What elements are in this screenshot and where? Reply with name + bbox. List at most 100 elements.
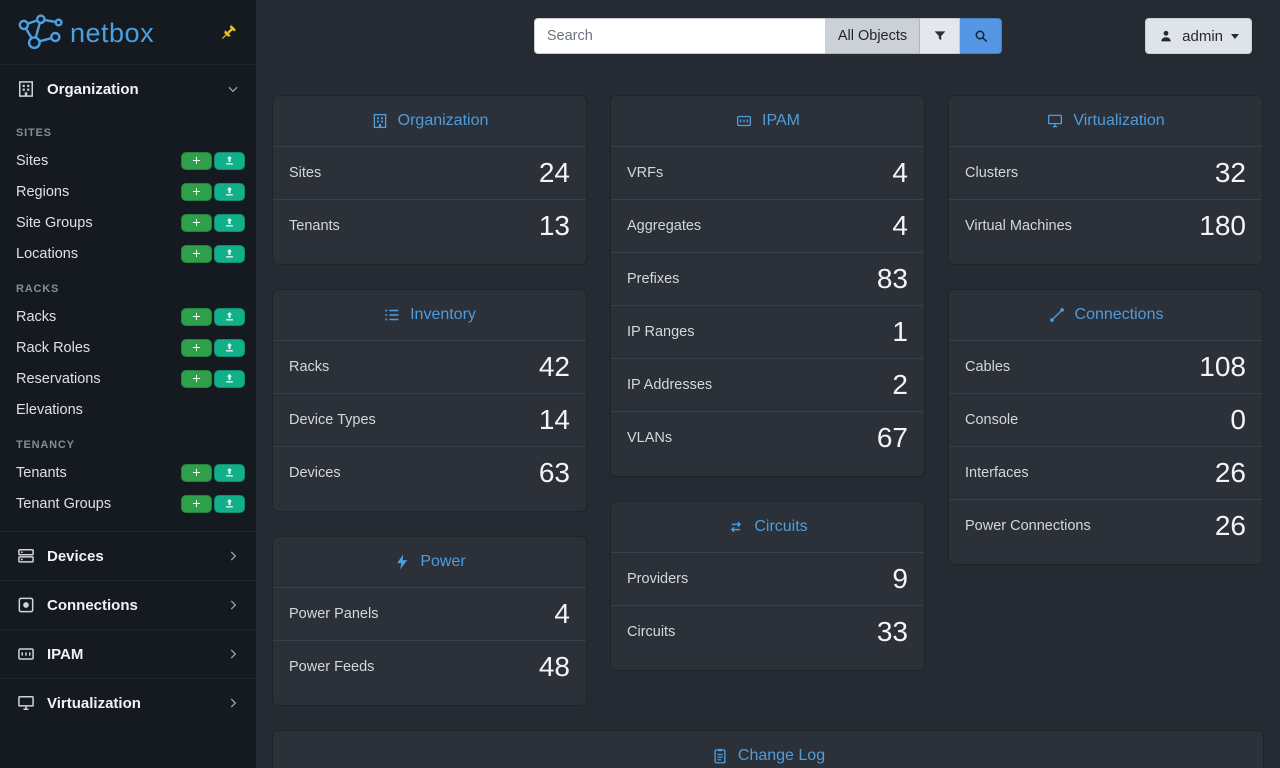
import-button[interactable] [214,182,245,201]
dashboard: Organization Sites 24 Tenants 13 Invento… [256,71,1280,706]
import-button[interactable] [214,338,245,357]
stat-label[interactable]: Virtual Machines [965,218,1072,234]
stat-label[interactable]: Racks [289,359,330,375]
stat-label[interactable]: Clusters [965,165,1019,181]
card-title[interactable]: IPAM [762,112,800,129]
pin-sidebar-button[interactable] [216,21,240,45]
chevron-right-icon [226,696,240,710]
user-menu-button[interactable]: admin [1145,18,1252,54]
stat-value: 9 [892,563,908,594]
stat-label[interactable]: VRFs [627,165,664,181]
stat-row: Providers 9 [611,552,924,605]
card-title[interactable]: Inventory [410,306,476,323]
sidebar-section-virtualization[interactable]: Virtualization [0,678,256,727]
connections-card: Connections Cables 108 Console 0 Interfa… [948,289,1263,565]
stat-label[interactable]: Providers [627,571,689,587]
import-button[interactable] [214,369,245,388]
add-button[interactable] [181,307,212,326]
plus-icon [191,155,202,166]
stat-row: Clusters 32 [949,146,1262,199]
sidebar-section-devices[interactable]: Devices [0,531,256,580]
sidebar-item-rack-roles[interactable]: Rack Roles [0,332,256,363]
card-title[interactable]: Power [420,553,466,570]
add-button[interactable] [181,494,212,513]
add-button[interactable] [181,151,212,170]
stat-label[interactable]: Sites [289,165,322,181]
stat-label[interactable]: Devices [289,465,341,481]
sidebar-item-reservations[interactable]: Reservations [0,363,256,394]
stat-label[interactable]: Power Connections [965,518,1091,534]
upload-icon [224,498,235,509]
stat-value: 42 [538,351,570,382]
sidebar-item-label: Rack Roles [16,339,91,356]
section-label: Devices [47,547,104,565]
devices-icon [16,546,36,566]
card-title[interactable]: Organization [397,112,489,129]
section-label: IPAM [47,645,84,663]
virtualization-card: Virtualization Clusters 32 Virtual Machi… [948,95,1263,265]
card-title[interactable]: Connections [1074,306,1164,323]
stat-label[interactable]: IP Ranges [627,324,695,340]
sidebar-item-elevations[interactable]: Elevations [0,394,256,425]
search-scope-button[interactable]: All Objects [825,17,921,54]
stat-row: IP Addresses 2 [611,358,924,411]
add-button[interactable] [181,369,212,388]
clipboard-icon [711,747,729,765]
stat-label[interactable]: Power Panels [289,606,379,622]
stat-row: Interfaces 26 [949,446,1262,499]
stat-row: Circuits 33 [611,605,924,658]
upload-icon [224,311,235,322]
import-button[interactable] [214,307,245,326]
stat-label[interactable]: Prefixes [627,271,680,287]
stat-label[interactable]: Console [965,412,1019,428]
add-button[interactable] [181,182,212,201]
add-button[interactable] [181,463,212,482]
card-title[interactable]: Virtualization [1073,112,1165,129]
add-button[interactable] [181,338,212,357]
sidebar-item-tenant-groups[interactable]: Tenant Groups [0,488,256,519]
stat-label[interactable]: Device Types [289,412,376,428]
stat-value: 83 [876,263,908,294]
add-button[interactable] [181,244,212,263]
stat-label[interactable]: Cables [965,359,1011,375]
add-button[interactable] [181,213,212,232]
search-submit-button[interactable] [960,17,1003,54]
sidebar-section-ipam[interactable]: IPAM [0,629,256,678]
stat-label[interactable]: Circuits [627,624,676,640]
stat-label[interactable]: Aggregates [627,218,702,234]
sidebar-item-locations[interactable]: Locations [0,238,256,269]
sidebar-item-regions[interactable]: Regions [0,176,256,207]
import-button[interactable] [214,463,245,482]
stat-value: 180 [1199,210,1246,241]
chevron-down-icon [226,82,240,96]
sidebar-item-label: Tenants [16,464,67,481]
circuits-card: Circuits Providers 9 Circuits 33 [610,501,925,671]
sidebar-item-tenants[interactable]: Tenants [0,457,256,488]
import-button[interactable] [214,151,245,170]
stat-label[interactable]: VLANs [627,430,673,446]
netbox-logo-icon [14,12,66,54]
brand[interactable]: netbox [0,0,256,64]
card-title[interactable]: Circuits [754,518,808,535]
sidebar-section-connections[interactable]: Connections [0,580,256,629]
sidebar-item-sites[interactable]: Sites [0,145,256,176]
topbar: All Objects admin [256,0,1280,71]
stat-value: 32 [1214,157,1246,188]
filter-button[interactable] [920,17,961,54]
search-input[interactable] [533,17,826,54]
plus-icon [191,217,202,228]
stat-label[interactable]: IP Addresses [627,377,713,393]
import-button[interactable] [214,213,245,232]
import-button[interactable] [214,244,245,263]
sidebar-item-site-groups[interactable]: Site Groups [0,207,256,238]
stat-label[interactable]: Interfaces [965,465,1029,481]
sidebar-section-organization[interactable]: Organization [0,64,256,113]
sidebar-item-racks[interactable]: Racks [0,301,256,332]
building-icon [16,79,36,99]
organization-card-header: Organization [273,96,586,146]
stat-label[interactable]: Power Feeds [289,659,375,675]
stat-label[interactable]: Tenants [289,218,340,234]
card-title[interactable]: Change Log [737,747,826,764]
import-button[interactable] [214,494,245,513]
section-label: Virtualization [47,694,141,712]
